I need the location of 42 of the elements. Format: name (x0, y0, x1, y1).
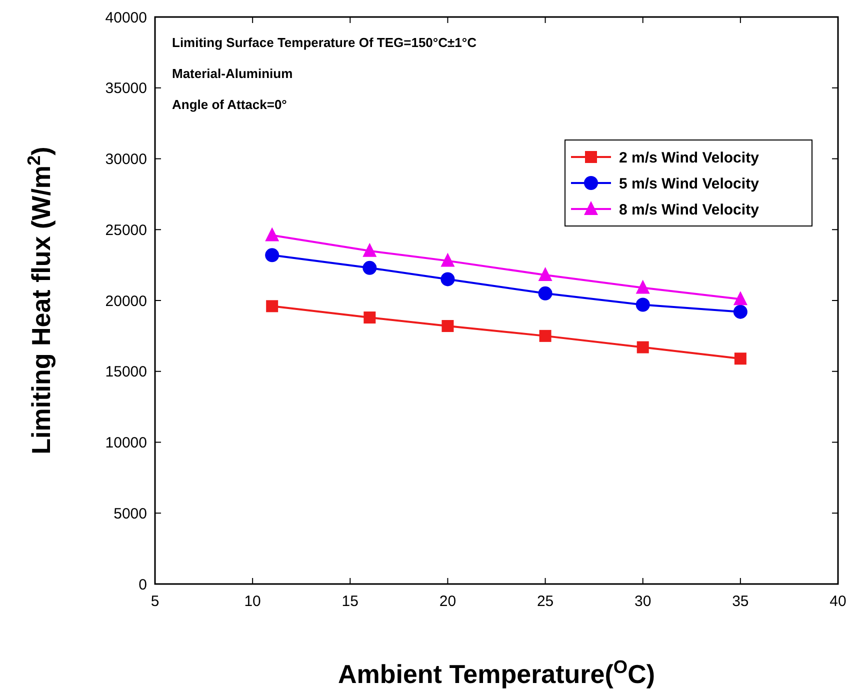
y-tick-label: 20000 (105, 292, 147, 310)
point (538, 266, 552, 281)
point (265, 248, 280, 262)
y-tick-label: 10000 (105, 434, 147, 452)
point (733, 304, 748, 319)
point (266, 300, 278, 312)
point (636, 341, 649, 354)
point (265, 227, 280, 242)
x-tick-label: 15 (342, 593, 358, 610)
x-tick-label: 20 (439, 593, 456, 610)
point (364, 312, 376, 324)
x-tick-label: 10 (244, 593, 261, 610)
y-tick-label: 15000 (105, 364, 147, 381)
y-tick-label: 25000 (105, 222, 147, 239)
x-tick-label: 35 (732, 593, 749, 610)
point (538, 286, 552, 300)
point (636, 298, 650, 312)
x-axis-title: Ambient Temperature($^{O}$C) (338, 657, 656, 689)
y-tick-label: 30000 (105, 151, 147, 168)
point (442, 320, 454, 332)
point (362, 242, 377, 257)
y-tick-label: 35000 (105, 80, 147, 98)
point (539, 330, 552, 342)
annotation: Angle of Attack=0° (172, 97, 287, 112)
point (733, 291, 748, 306)
point (636, 280, 650, 294)
legend-label: 2 m/s Wind Velocity (619, 149, 760, 166)
point (734, 352, 746, 365)
annotation: Limiting Surface Temperature Of TEG=150°C±1°C (172, 35, 478, 50)
y-tick-label: 0 (138, 576, 147, 594)
y-tick-label: 40000 (105, 9, 147, 26)
x-tick-label: 30 (634, 593, 652, 610)
point (362, 260, 377, 275)
x-tick-label: 5 (150, 593, 160, 610)
point (440, 252, 455, 267)
legend-label: 5 m/s Wind Velocity (619, 175, 760, 192)
x-tick-label: 40 (830, 593, 846, 610)
annotation: Material-Aluminium (172, 66, 293, 81)
legend-label: 8 m/s Wind Velocity (619, 201, 760, 218)
point (440, 272, 455, 286)
x-tick-label: 25 (536, 593, 554, 610)
y-tick-label: 5000 (114, 505, 147, 522)
